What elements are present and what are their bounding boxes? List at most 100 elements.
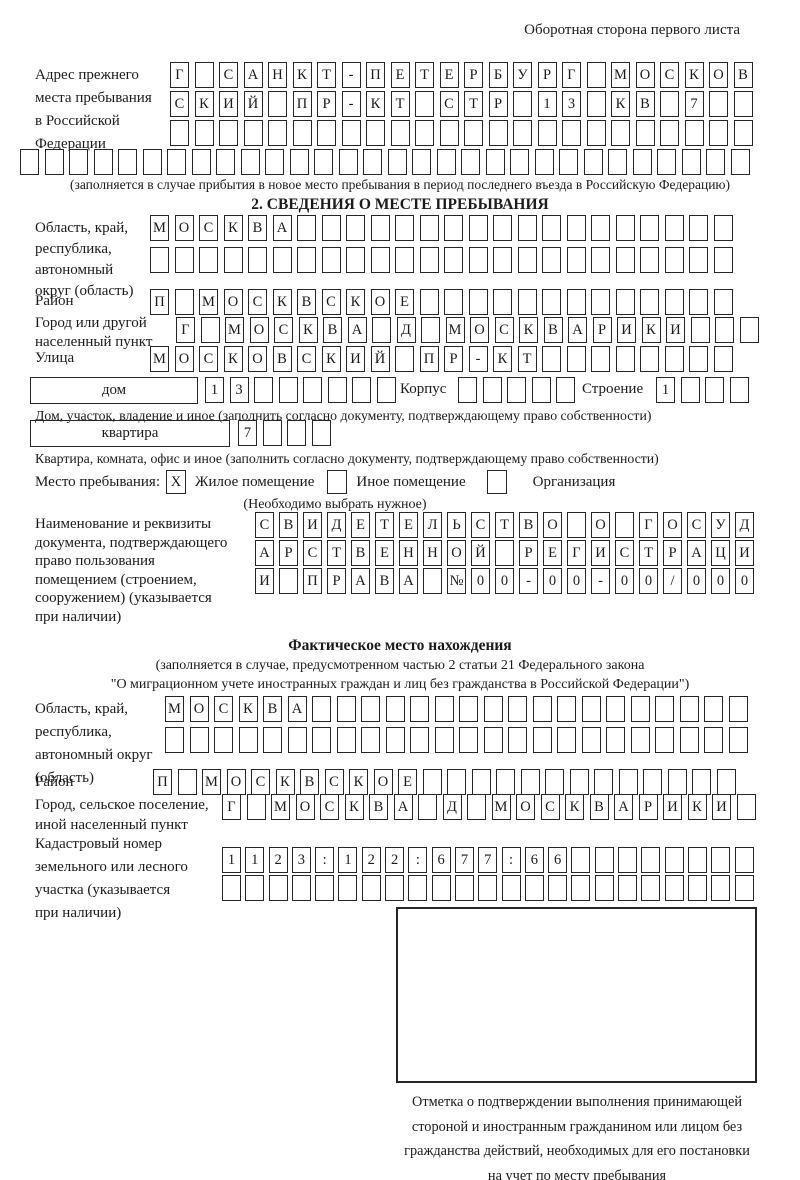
- char-box: [586, 91, 606, 117]
- char-box: О: [635, 62, 655, 88]
- char-box: [507, 377, 526, 403]
- char-box: [534, 149, 554, 175]
- char-box: [338, 149, 358, 175]
- char-box: Т: [317, 62, 336, 88]
- char-box: К: [194, 91, 214, 117]
- char-box: [279, 568, 298, 594]
- char-box: [461, 149, 480, 175]
- char-box: [618, 847, 638, 873]
- char-box: [311, 420, 331, 446]
- char-box: И: [346, 346, 365, 372]
- char-box: [245, 875, 265, 901]
- char-box: [566, 215, 586, 241]
- char-box: [508, 696, 527, 722]
- char-box: [254, 377, 273, 403]
- char-box: [69, 149, 88, 175]
- char-box: [265, 149, 284, 175]
- char-box: Е: [398, 769, 417, 795]
- char-box: М: [150, 215, 169, 241]
- char-box: Е: [390, 62, 410, 88]
- char-box: О: [591, 512, 610, 538]
- char-box: -: [341, 91, 361, 117]
- prev-address-row-3: [170, 120, 753, 146]
- char-box: [559, 149, 578, 175]
- char-box: М: [491, 794, 511, 820]
- char-box: [496, 769, 515, 795]
- char-box: 2: [385, 847, 405, 873]
- char-box: Г: [170, 62, 189, 88]
- char-box: У: [711, 512, 730, 538]
- char-box: [493, 215, 512, 241]
- char-box: Т: [639, 540, 658, 566]
- char-box: [287, 420, 306, 446]
- char-box: [501, 875, 521, 901]
- char-box: Й: [243, 91, 263, 117]
- char-box: [346, 247, 365, 273]
- checkbox-inoe: [327, 470, 348, 494]
- char-box: [709, 120, 728, 146]
- char-box: М: [150, 346, 169, 372]
- region-row-2: [150, 247, 733, 273]
- char-box: [194, 120, 214, 146]
- char-box: С: [320, 794, 339, 820]
- char-box: И: [735, 540, 754, 566]
- char-box: А: [351, 568, 370, 594]
- char-box: [566, 247, 586, 273]
- char-box: [459, 696, 478, 722]
- char-box: [471, 769, 491, 795]
- char-box: О: [470, 317, 489, 343]
- char-box: О: [174, 346, 194, 372]
- char-box: Д: [396, 317, 416, 343]
- actual-location-note-2: "О миграционном учете иностранных гражда…: [110, 677, 690, 692]
- char-box: Г: [562, 62, 581, 88]
- char-box: С: [540, 794, 560, 820]
- char-box: В: [543, 317, 563, 343]
- char-box: [513, 120, 532, 146]
- char-box: [478, 875, 498, 901]
- char-box: [292, 120, 312, 146]
- char-box: [346, 215, 365, 241]
- char-box: [361, 875, 381, 901]
- char-box: [583, 149, 603, 175]
- char-box: [297, 215, 316, 241]
- char-box: [419, 215, 439, 241]
- char-box: О: [447, 540, 466, 566]
- char-box: [581, 696, 601, 722]
- char-box: Т: [390, 91, 410, 117]
- char-box: И: [663, 794, 682, 820]
- char-box: [361, 727, 380, 753]
- char-box: К: [349, 769, 368, 795]
- apartment-type-box: квартира: [30, 420, 230, 447]
- char-box: [689, 215, 708, 241]
- char-box: [366, 120, 385, 146]
- char-box: [713, 247, 733, 273]
- char-box: И: [591, 540, 610, 566]
- actual-location-title: Фактическое место нахождения: [288, 637, 512, 654]
- char-box: [709, 91, 728, 117]
- char-box: К: [272, 289, 292, 315]
- char-box: В: [297, 289, 316, 315]
- char-box: [729, 377, 749, 403]
- char-box: [713, 215, 733, 241]
- char-box: О: [248, 346, 267, 372]
- char-box: [468, 215, 488, 241]
- char-box: [684, 120, 704, 146]
- char-box: [485, 149, 505, 175]
- char-box: [336, 727, 356, 753]
- char-box: К: [223, 346, 243, 372]
- char-box: [395, 247, 414, 273]
- char-box: [165, 727, 184, 753]
- char-box: [615, 346, 635, 372]
- char-box: Г: [176, 317, 195, 343]
- char-box: [715, 317, 734, 343]
- stay-type-row: Место пребывания: X Жилое помещение Иное…: [35, 470, 615, 494]
- char-box: [93, 149, 113, 175]
- char-box: [655, 727, 674, 753]
- char-box: [566, 346, 586, 372]
- char-box: [739, 317, 759, 343]
- char-box: [687, 875, 707, 901]
- char-box: [733, 91, 753, 117]
- char-box: [594, 847, 614, 873]
